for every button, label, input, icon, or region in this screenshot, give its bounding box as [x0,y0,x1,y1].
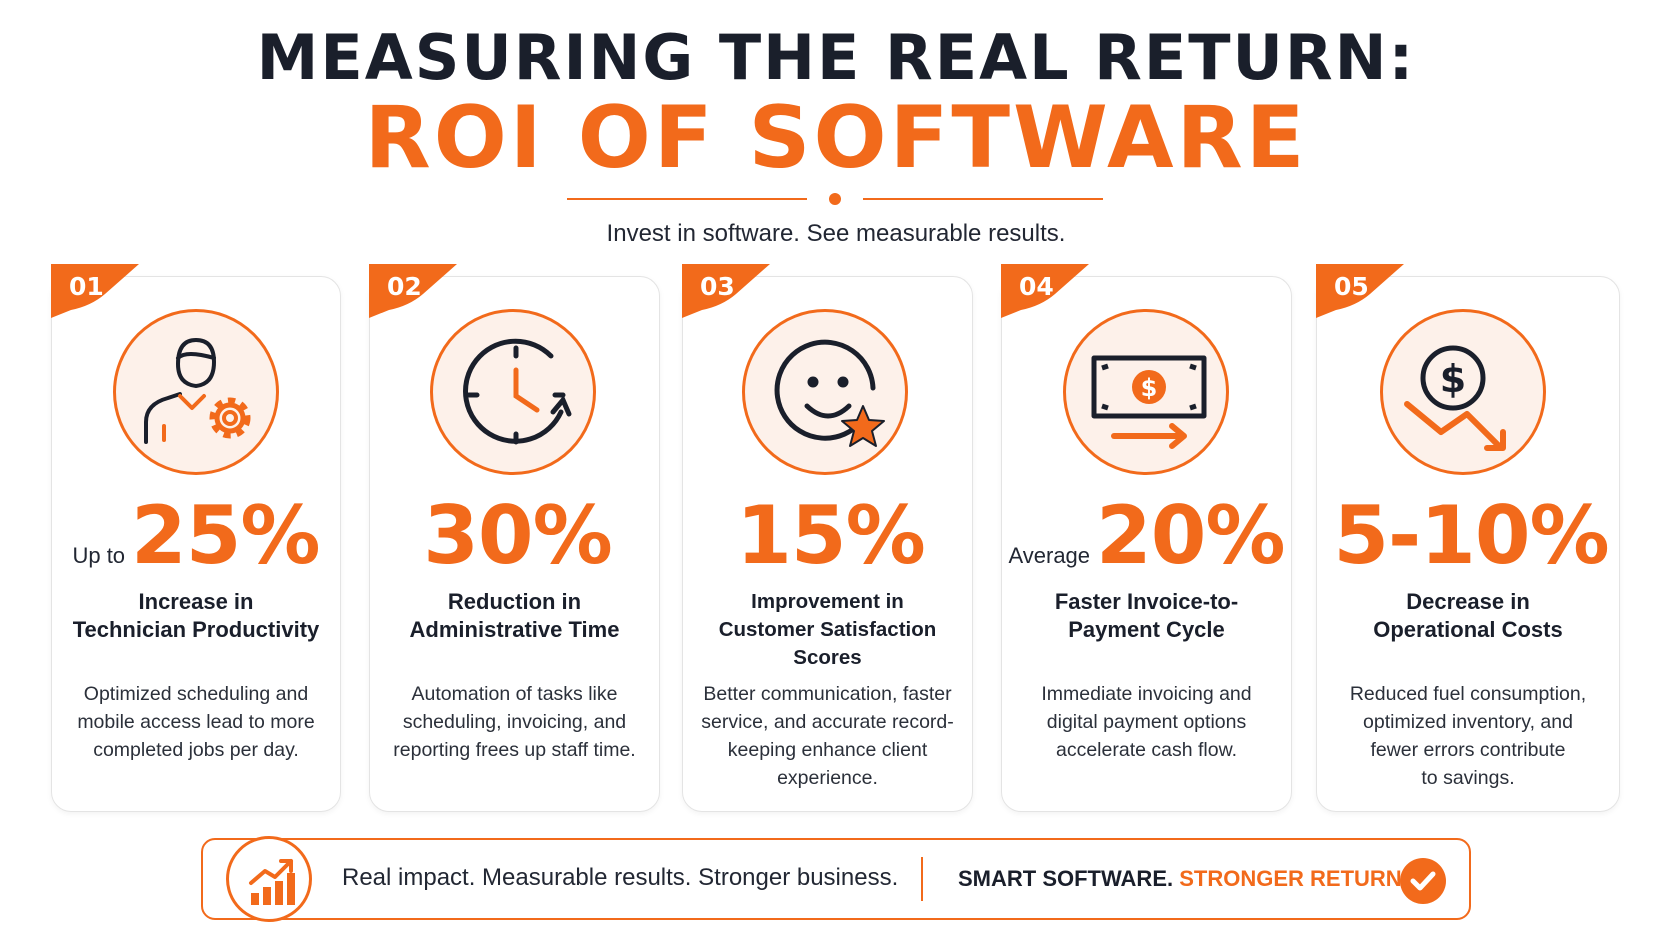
desc-line: Immediate invoicing and [1041,683,1252,705]
check-icon [1400,858,1446,904]
stat-label-line: Faster Invoice-to- [1054,589,1239,614]
stat-label-line: Technician Productivity [72,617,320,642]
stat-label-line: Reduction in [447,589,582,614]
desc-line: fewer errors contribute [1370,739,1566,761]
desc-line: keeping enhance client [727,739,928,761]
card-number-tab: 02 [369,264,459,318]
technician-gear-icon [113,309,279,475]
footer-banner [201,838,1471,920]
card-number-tab: 05 [1316,264,1406,318]
card-number: 05 [1334,272,1369,301]
footer-tagline-dark: SMART SOFTWARE. [958,866,1174,891]
stat-value-row: 5-10% [1316,490,1620,582]
title-divider-dot [829,193,841,205]
card-number: 04 [1019,272,1054,301]
stat-value-row: Average20% [1001,490,1292,582]
title-divider-right [863,198,1103,200]
growth-chart-icon [226,836,312,922]
stat-label: Faster Invoice-to- Payment Cycle [1001,588,1292,644]
stat-value: 20% [1096,489,1285,582]
stat-prefix: Up to [72,543,126,568]
stat-prefix: Average [1008,543,1091,568]
footer-tagline-accent: STRONGER RETURNS. [1179,866,1423,891]
smiley-star-icon [742,309,908,475]
desc-line: digital payment options [1046,711,1247,733]
stat-label: Improvement in Customer Satisfaction Sco… [682,588,973,672]
stat-value-row: 15% [682,490,973,582]
footer-slogan: Real impact. Measurable results. Stronge… [342,864,899,891]
stat-description: Automation of tasks like scheduling, inv… [369,680,660,764]
desc-line: scheduling, invoicing, and [402,711,627,733]
stat-label-line: Payment Cycle [1068,617,1225,642]
page-title: MEASURING THE REAL RETURN: [256,21,1416,94]
svg-text:$: $ [1440,357,1466,401]
stat-description: Reduced fuel consumption, optimized inve… [1316,680,1620,792]
stat-label-line: Administrative Time [409,617,620,642]
desc-line: to savings. [1421,767,1515,789]
stat-label-line: Increase in [138,589,254,614]
stat-description: Immediate invoicing and digital payment … [1001,680,1292,764]
stat-label: Increase in Technician Productivity [51,588,341,644]
stat-label-line: Operational Costs [1373,617,1563,642]
card-number: 01 [69,272,104,301]
stat-value: 30% [423,489,612,582]
desc-line: service, and accurate record- [701,711,954,733]
desc-line: completed jobs per day. [93,739,299,761]
card-number-tab: 03 [682,264,772,318]
stat-label: Reduction in Administrative Time [369,588,660,644]
stat-label: Decrease in Operational Costs [1316,588,1620,644]
desc-line: Better communication, faster [703,683,952,705]
cash-arrow-icon: $ [1063,309,1229,475]
title-divider-left [567,198,807,200]
desc-line: optimized inventory, and [1363,711,1573,733]
stat-description: Optimized scheduling and mobile access l… [51,680,341,764]
card-number-tab: 04 [1001,264,1091,318]
footer-tagline: SMART SOFTWARE. STRONGER RETURNS. [958,866,1422,892]
desc-line: Reduced fuel consumption, [1349,683,1587,705]
stat-label-line: Decrease in [1406,589,1530,614]
desc-line: reporting frees up staff time. [393,739,636,761]
desc-line: accelerate cash flow. [1055,739,1237,761]
card-number: 03 [700,272,735,301]
dollar-down-icon: $ [1380,309,1546,475]
stat-label-line: Customer Satisfaction Scores [718,618,937,669]
stat-value: 25% [131,489,320,582]
card-number: 02 [387,272,422,301]
stat-value-row: Up to25% [51,490,341,582]
card-number-tab: 01 [51,264,141,318]
stat-value: 15% [736,489,925,582]
stat-label-line: Improvement in [751,590,904,613]
stat-description: Better communication, faster service, an… [682,680,973,792]
desc-line: mobile access lead to more [77,711,315,733]
desc-line: Automation of tasks like [411,683,618,705]
stat-value-row: 30% [369,490,660,582]
page-subtitle: Invest in software. See measurable resul… [606,220,1066,247]
svg-text:$: $ [1141,374,1158,402]
desc-line: experience. [777,767,878,789]
desc-line: Optimized scheduling and [83,683,309,705]
footer-divider [921,857,923,901]
stat-value: 5-10% [1333,489,1609,582]
page-title-highlight: ROI OF SOFTWARE [364,88,1308,188]
clock-icon [430,309,596,475]
